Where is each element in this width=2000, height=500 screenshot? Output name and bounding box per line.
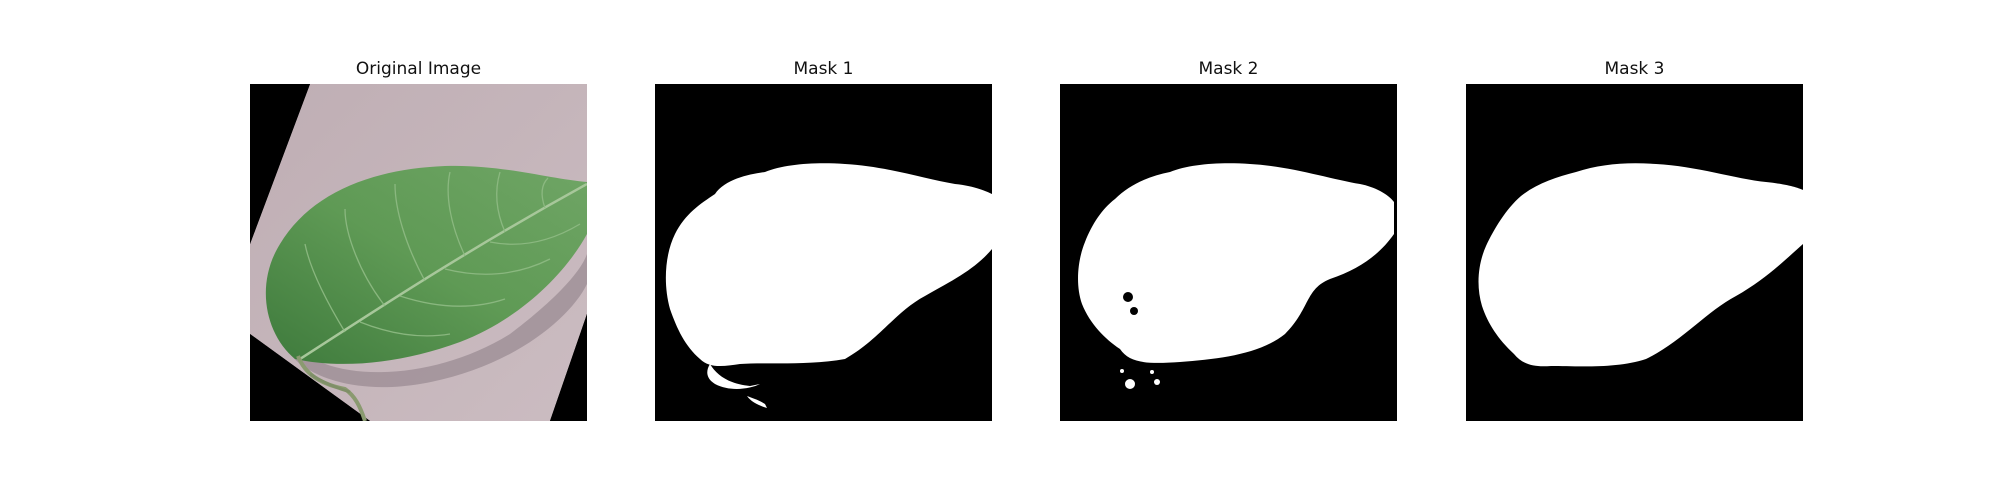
mask-2-graphic xyxy=(1060,84,1397,421)
mask-3-image xyxy=(1466,84,1803,421)
panel-title: Original Image xyxy=(250,58,587,80)
mask-1-graphic xyxy=(655,84,992,421)
leaf-photo-graphic xyxy=(250,84,587,421)
panel-title: Mask 1 xyxy=(655,58,992,80)
panel-title: Mask 2 xyxy=(1060,58,1397,80)
mask-2-image xyxy=(1060,84,1397,421)
original-leaf-photo xyxy=(250,84,587,421)
panel-title: Mask 3 xyxy=(1466,58,1803,80)
mask-1-image xyxy=(655,84,992,421)
mask-3-graphic xyxy=(1466,84,1803,421)
